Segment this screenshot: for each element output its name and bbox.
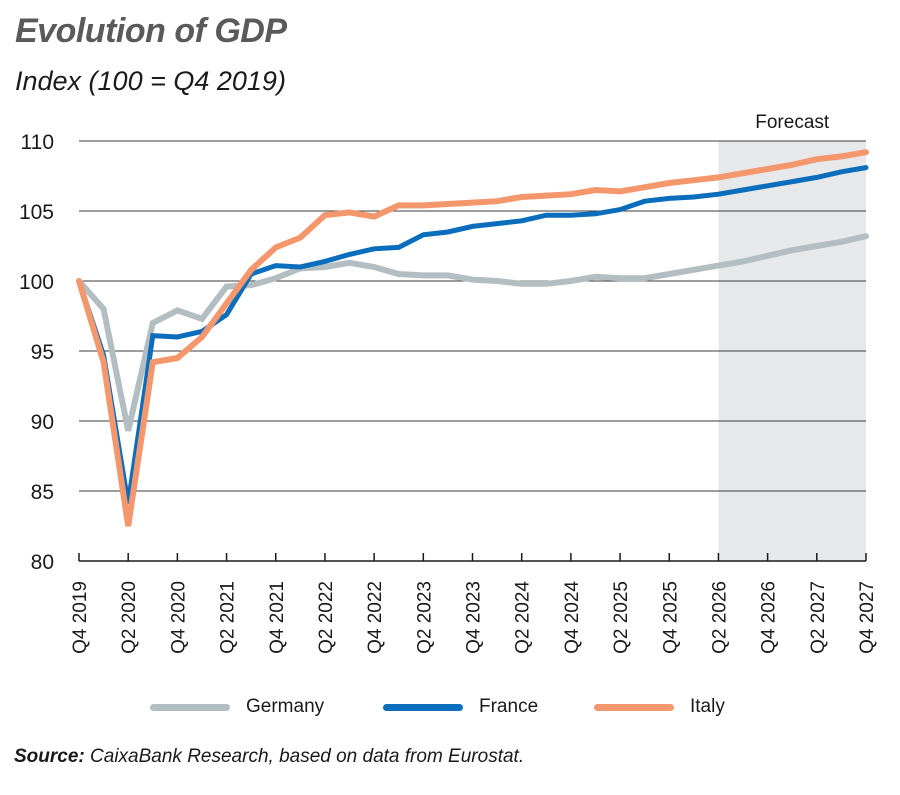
- series-line-italy: [76, 149, 869, 527]
- x-tick-label: Q2 2025: [611, 581, 632, 654]
- legend-item-italy: Italy: [594, 696, 725, 718]
- x-tick-label: Q2 2023: [414, 581, 435, 654]
- x-tick-label: Q4 2026: [759, 581, 780, 654]
- x-tick-label: Q4 2027: [857, 581, 878, 654]
- chart-subtitle: Index (100 = Q4 2019): [15, 66, 286, 96]
- x-tick-label: Q4 2023: [464, 581, 485, 654]
- y-tick-label-85: 85: [31, 481, 54, 504]
- x-tick-label: Q2 2022: [316, 581, 337, 654]
- legend-item-germany: Germany: [150, 696, 324, 718]
- source-label: Source:: [14, 746, 85, 767]
- legend-label-italy: Italy: [690, 696, 725, 717]
- x-tick-label: Q4 2019: [70, 581, 91, 654]
- source-text: CaixaBank Research, based on data from E…: [84, 746, 525, 767]
- forecast-label: Forecast: [755, 112, 830, 133]
- x-tick-label: Q4 2021: [267, 581, 288, 654]
- x-tick-label: Q4 2024: [562, 581, 583, 654]
- x-tick-label: Q4 2025: [660, 581, 681, 654]
- x-tick-label: Q2 2026: [709, 581, 730, 654]
- legend-swatch-france: [383, 703, 463, 711]
- series-line-germany: [76, 233, 869, 432]
- y-tick-label-100: 100: [19, 271, 54, 294]
- chart-title: Evolution of GDP: [15, 12, 287, 50]
- x-tick-label: Q4 2022: [365, 581, 386, 654]
- legend-label-france: France: [479, 696, 539, 717]
- y-tick-label-95: 95: [31, 341, 54, 364]
- x-tick-label: Q4 2020: [168, 581, 189, 654]
- y-tick-label-80: 80: [31, 551, 54, 574]
- x-tick-label: Q2 2021: [218, 581, 239, 654]
- x-tick-label: Q2 2024: [513, 581, 534, 654]
- legend-label-germany: Germany: [246, 696, 325, 717]
- y-tick-label-110: 110: [21, 131, 54, 154]
- source-note: Source: CaixaBank Research, based on dat…: [14, 746, 524, 768]
- y-tick-label-105: 105: [19, 201, 54, 224]
- legend-swatch-germany: [150, 703, 230, 711]
- y-tick-label-90: 90: [31, 411, 54, 434]
- gdp-line-chart: Forecast 80 85 90 95 100 105 110 Q4 2019 Q2 2020 Q…: [19, 112, 878, 654]
- legend-item-france: France: [383, 696, 538, 718]
- chart-legend: Germany France Italy: [0, 696, 900, 724]
- legend-swatch-italy: [594, 703, 674, 711]
- x-tick-label: Q2 2027: [808, 581, 829, 654]
- x-tick-label: Q2 2020: [119, 581, 140, 654]
